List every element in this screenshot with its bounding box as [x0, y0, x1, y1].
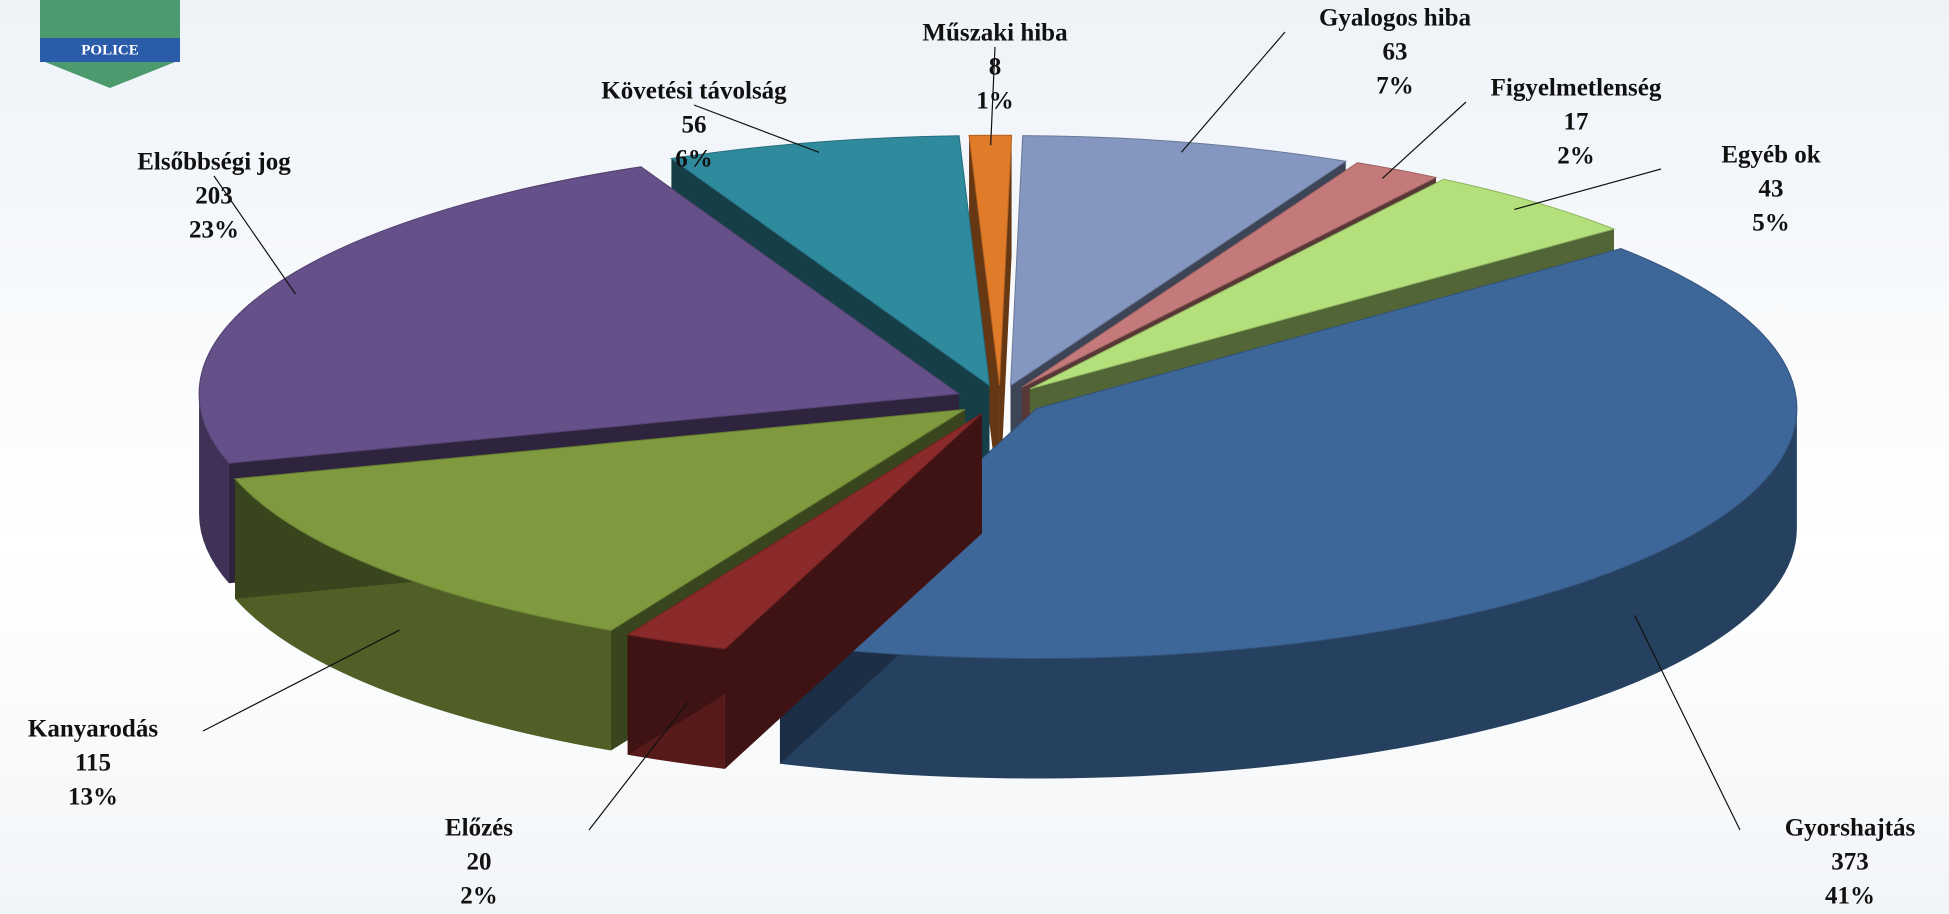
label-value: 17 — [1564, 109, 1589, 136]
label-percent: 5% — [1752, 210, 1790, 237]
slice-top — [626, 413, 983, 650]
slice-top — [198, 166, 961, 464]
label-value: 20 — [467, 849, 492, 876]
leader-line — [588, 701, 689, 831]
slice-top — [670, 135, 991, 387]
label-percent: 13% — [68, 784, 118, 811]
label-name: Elsőbbségi jog — [137, 149, 291, 176]
label-value: 373 — [1831, 849, 1869, 876]
leader-line — [693, 104, 820, 153]
slice-side — [199, 393, 229, 584]
logo-band — [40, 38, 180, 62]
label-name: Figyelmetlenség — [1491, 75, 1662, 102]
label-percent: 6% — [675, 146, 713, 173]
slice-cut — [969, 135, 1000, 506]
label-value: 115 — [75, 750, 111, 777]
label-name: Előzés — [445, 815, 513, 842]
label-value: 8 — [989, 54, 1002, 81]
leader-line — [1634, 614, 1741, 831]
slice-top — [233, 408, 966, 632]
label-name: Kanyarodás — [28, 716, 158, 743]
slice-cut — [999, 135, 1012, 506]
label-percent: 2% — [460, 883, 498, 910]
label-value: 56 — [682, 112, 707, 139]
label-value: 63 — [1383, 39, 1408, 66]
label-percent: 41% — [1825, 883, 1875, 910]
label-percent: 2% — [1557, 143, 1595, 170]
slice — [968, 134, 1013, 506]
slice-side — [779, 408, 1797, 779]
leader-line — [1514, 168, 1662, 211]
leader-line — [990, 46, 996, 146]
label-name: Egyéb ok — [1721, 142, 1820, 169]
leader-line — [1180, 31, 1286, 153]
leader-line — [202, 629, 400, 732]
slice-top — [1029, 178, 1616, 390]
label-value: 203 — [195, 183, 233, 210]
leader-line — [213, 175, 297, 295]
label-percent: 1% — [976, 88, 1014, 115]
slice-top — [968, 134, 1013, 386]
label-name: Gyorshajtás — [1785, 815, 1916, 842]
label-name: Követési távolság — [601, 78, 787, 105]
logo: POLICE — [40, 0, 180, 88]
slice-top — [1021, 162, 1438, 388]
slice-top — [1009, 135, 1348, 387]
label-percent: 23% — [189, 217, 239, 244]
label-value: 43 — [1759, 176, 1784, 203]
logo-text: POLICE — [81, 42, 139, 58]
label-name: Műszaki hiba — [922, 20, 1068, 47]
label-name: Gyalogos hiba — [1319, 5, 1472, 32]
slice-top — [778, 248, 1798, 659]
leader-line — [1381, 101, 1467, 179]
label-percent: 7% — [1376, 73, 1414, 100]
slice — [626, 413, 983, 769]
slice-cut — [627, 413, 982, 755]
